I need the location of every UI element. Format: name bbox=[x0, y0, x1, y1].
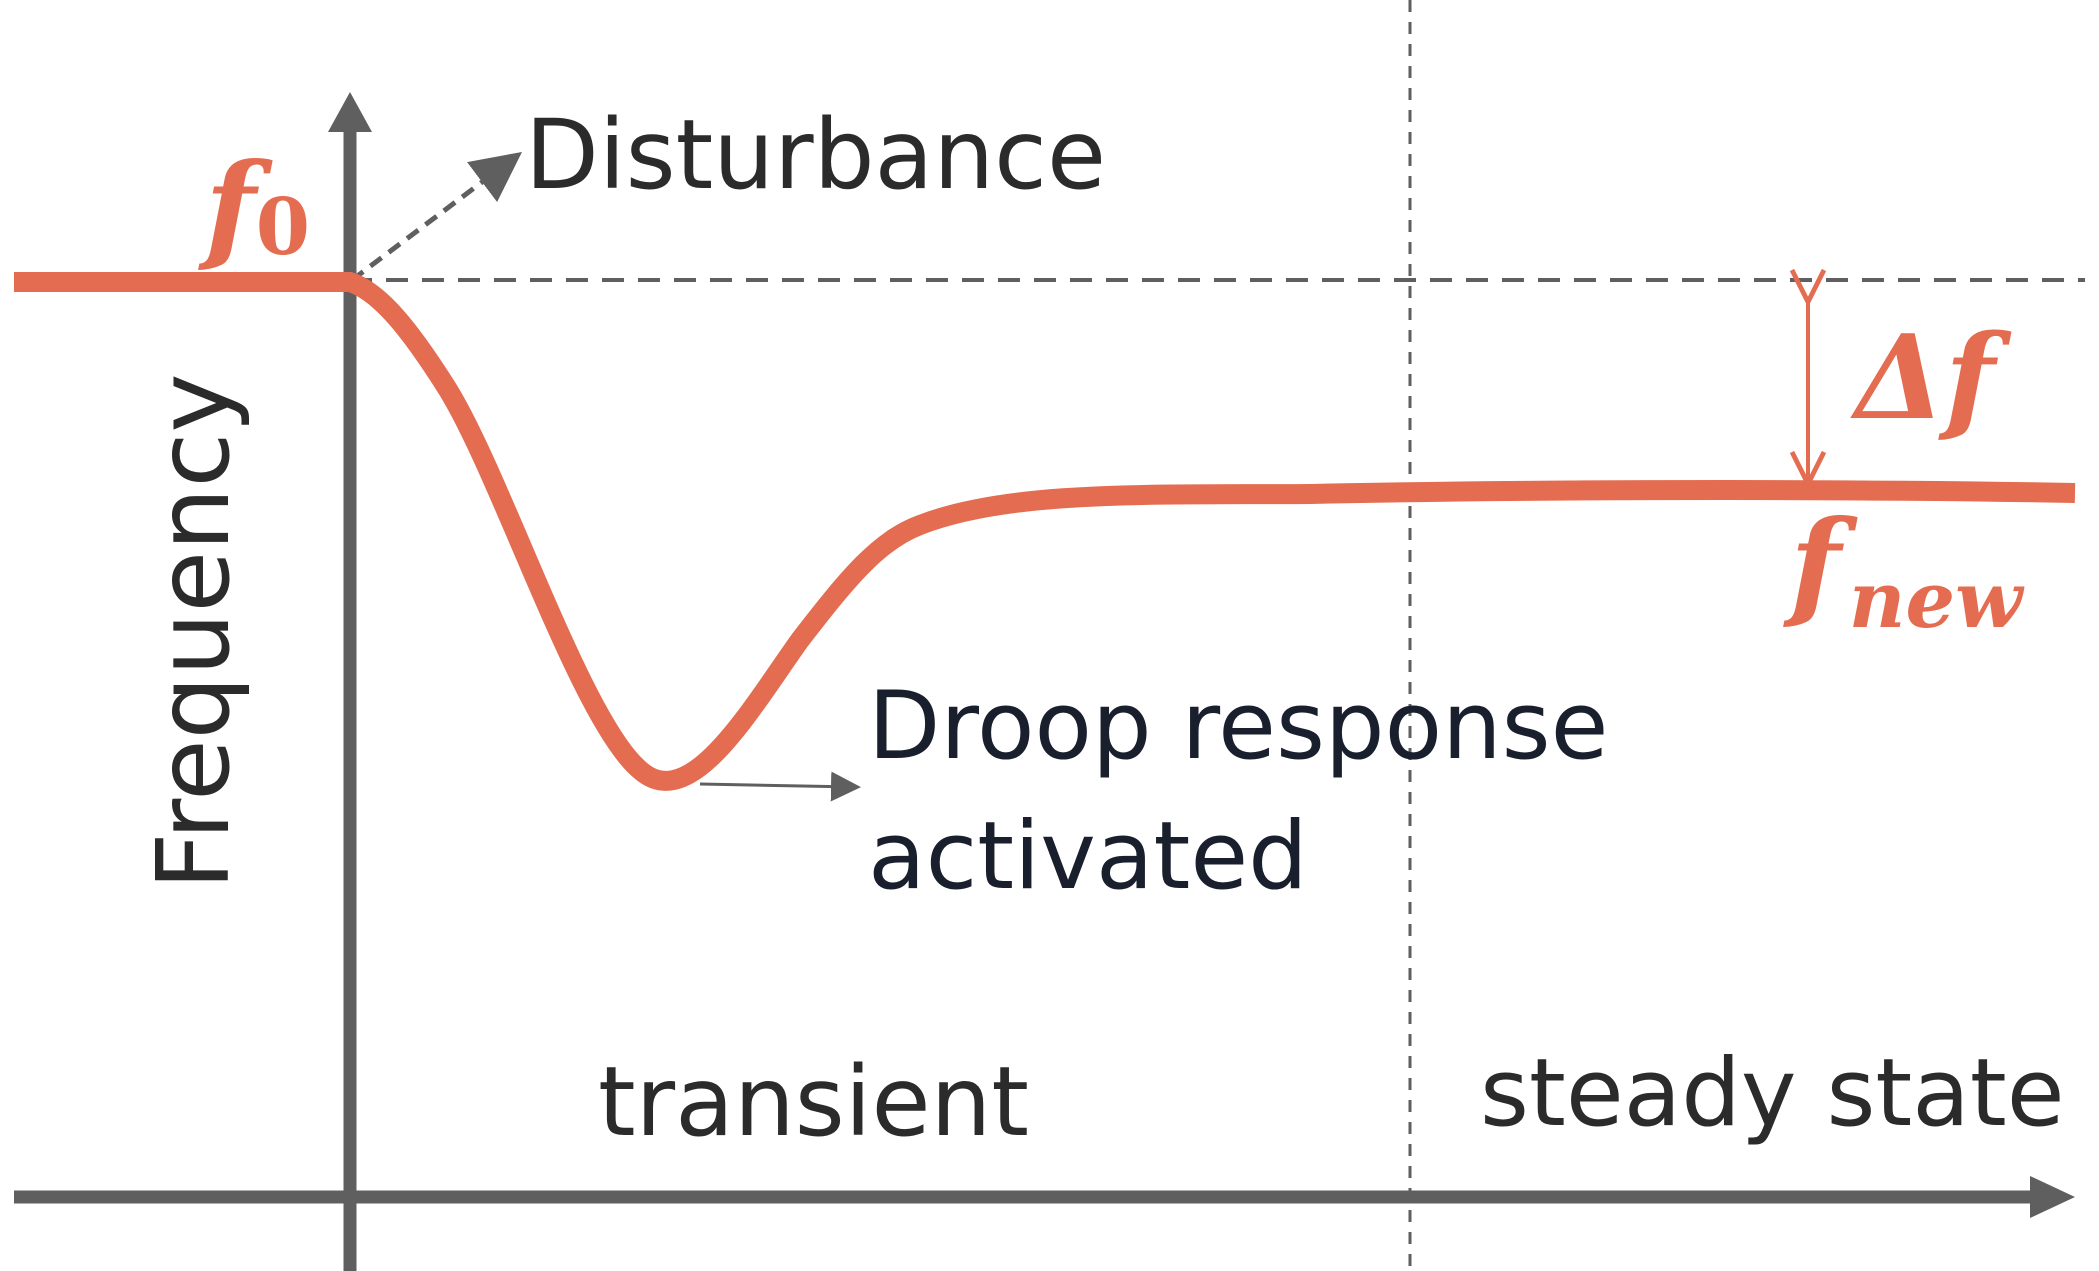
fnew-base: f bbox=[1783, 494, 1858, 633]
delta-f-label: Δf bbox=[1850, 310, 2012, 446]
f0-subscript: 0 bbox=[256, 182, 310, 273]
y-axis-label: Frequency bbox=[135, 373, 252, 890]
disturbance-label: Disturbance bbox=[525, 99, 1106, 211]
f0-label: f0 bbox=[198, 137, 310, 276]
steady-state-label: steady state bbox=[1480, 1039, 2065, 1148]
frequency-curve bbox=[14, 272, 2076, 791]
droop-label: Droop response activated bbox=[868, 672, 1638, 911]
droop-label-line2: activated bbox=[868, 802, 1308, 911]
fnew-subscript: new bbox=[1849, 555, 2025, 646]
y-axis-arrowhead bbox=[328, 92, 372, 132]
x-axis-arrowhead bbox=[2030, 1176, 2075, 1218]
transient-label: transient bbox=[598, 1046, 1029, 1158]
droop-arrow bbox=[699, 771, 861, 802]
fnew-label: f new bbox=[1783, 494, 2025, 646]
disturbance-arrow bbox=[350, 151, 522, 282]
droop-label-line1: Droop response bbox=[868, 672, 1608, 781]
